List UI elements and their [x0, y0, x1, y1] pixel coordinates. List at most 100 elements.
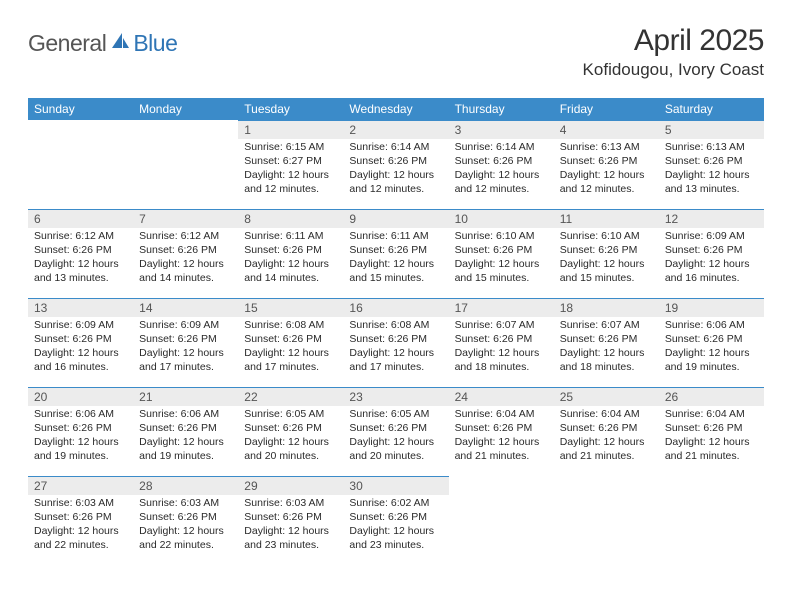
- day-body: Sunrise: 6:05 AMSunset: 6:26 PMDaylight:…: [343, 406, 448, 467]
- title-block: April 2025 Kofidougou, Ivory Coast: [583, 24, 764, 80]
- calendar-day-cell: 19Sunrise: 6:06 AMSunset: 6:26 PMDayligh…: [659, 298, 764, 387]
- calendar-day-cell: 13 Sunrise: 6:09 AM Sunset: 6:26 PM Dayligh…: [28, 298, 133, 387]
- calendar-day-cell: 21Sunrise: 6:06 AMSunset: 6:26 PMDayligh…: [133, 387, 238, 476]
- daylight-line: Daylight: 12 hours and 17 minutes.: [139, 347, 224, 373]
- sunrise-line: Sunrise: 6:06 AM: [665, 319, 745, 331]
- sunrise-line: Sunrise: 6:04 AM: [455, 408, 535, 420]
- day-body: Sunrise: 6:12 AMSunset: 6:26 PMDaylight:…: [28, 228, 133, 289]
- calendar-day-cell: 29Sunrise: 6:03 AMSunset: 6:26 PMDayligh…: [238, 476, 343, 565]
- day-number: 29: [238, 476, 343, 495]
- sunset-line: Sunset: 6:26 PM: [34, 333, 112, 345]
- daylight-line: Daylight: 12 hours and 18 minutes.: [455, 347, 540, 373]
- sunset-line: Sunset: 6:26 PM: [455, 422, 533, 434]
- sunset-line: Sunset: 6:26 PM: [560, 422, 638, 434]
- day-body: Sunrise: 6:03 AMSunset: 6:26 PMDaylight:…: [133, 495, 238, 556]
- daylight-line: Daylight: 12 hours and 15 minutes.: [455, 258, 540, 284]
- day-body: Sunrise: 6:09 AMSunset: 6:26 PMDaylight:…: [133, 317, 238, 378]
- calendar-day-cell: 25Sunrise: 6:04 AMSunset: 6:26 PMDayligh…: [554, 387, 659, 476]
- sunset-line: Sunset: 6:26 PM: [349, 422, 427, 434]
- day-body: Sunrise: 6:10 AMSunset: 6:26 PMDaylight:…: [449, 228, 554, 289]
- day-body: Sunrise: 6:05 AMSunset: 6:26 PMDaylight:…: [238, 406, 343, 467]
- weekday-header: Tuesday: [238, 98, 343, 120]
- month-title: April 2025: [583, 24, 764, 58]
- day-number: 19: [659, 298, 764, 317]
- day-body: Sunrise: 6:08 AMSunset: 6:26 PMDaylight:…: [343, 317, 448, 378]
- day-number: 9: [343, 209, 448, 228]
- logo: General Blue: [28, 24, 177, 57]
- day-number: 23: [343, 387, 448, 406]
- sunrise-line: Sunrise: 6:11 AM: [349, 230, 428, 242]
- sunrise-line: Sunrise: 6:03 AM: [34, 497, 114, 509]
- daylight-line: Daylight: 12 hours and 20 minutes.: [349, 436, 434, 462]
- sunrise-line: Sunrise: 6:10 AM: [560, 230, 640, 242]
- sunrise-line: Sunrise: 6:15 AM: [244, 141, 324, 153]
- sunset-line: Sunset: 6:26 PM: [665, 244, 743, 256]
- calendar-day-cell: 6Sunrise: 6:12 AMSunset: 6:26 PMDaylight…: [28, 209, 133, 298]
- weekday-header-row: SundayMondayTuesdayWednesdayThursdayFrid…: [28, 98, 764, 120]
- daylight-line: Daylight: 12 hours and 16 minutes.: [665, 258, 750, 284]
- day-body: Sunrise: 6:09 AMSunset: 6:26 PMDaylight:…: [659, 228, 764, 289]
- day-body: Sunrise: 6:12 AMSunset: 6:26 PMDaylight:…: [133, 228, 238, 289]
- daylight-line: Daylight: 12 hours and 16 minutes.: [34, 347, 119, 373]
- calendar-day-cell: 17Sunrise: 6:07 AMSunset: 6:26 PMDayligh…: [449, 298, 554, 387]
- sunrise-line: Sunrise: 6:14 AM: [455, 141, 535, 153]
- daylight-line: Daylight: 12 hours and 22 minutes.: [139, 525, 224, 551]
- day-number: 4: [554, 120, 659, 139]
- sunrise-line: Sunrise: 6:09 AM: [34, 319, 114, 331]
- day-body: Sunrise: 6:09 AM Sunset: 6:26 PM Daylight:…: [28, 317, 133, 378]
- calendar-day-cell: 2Sunrise: 6:14 AMSunset: 6:26 PMDaylight…: [343, 120, 448, 209]
- sunset-line: Sunset: 6:26 PM: [139, 511, 217, 523]
- calendar-day-cell: 16Sunrise: 6:08 AMSunset: 6:26 PMDayligh…: [343, 298, 448, 387]
- weekday-header: Thursday: [449, 98, 554, 120]
- logo-text-general: General: [28, 30, 106, 57]
- calendar-day-cell: 3Sunrise: 6:14 AMSunset: 6:26 PMDaylight…: [449, 120, 554, 209]
- calendar-day-cell: 27Sunrise: 6:03 AMSunset: 6:26 PMDayligh…: [28, 476, 133, 565]
- weekday-header: Friday: [554, 98, 659, 120]
- day-number: 13: [28, 298, 133, 317]
- sunset-line: Sunset: 6:26 PM: [34, 244, 112, 256]
- sunrise-line: Sunrise: 6:08 AM: [349, 319, 429, 331]
- calendar-week-row: 20Sunrise: 6:06 AMSunset: 6:26 PMDayligh…: [28, 387, 764, 476]
- day-body: Sunrise: 6:06 AMSunset: 6:26 PMDaylight:…: [659, 317, 764, 378]
- sunset-line: Sunset: 6:26 PM: [349, 155, 427, 167]
- sunset-line: Sunset: 6:26 PM: [244, 422, 322, 434]
- sunset-line: Sunset: 6:26 PM: [139, 422, 217, 434]
- calendar-day-cell: 24Sunrise: 6:04 AMSunset: 6:26 PMDayligh…: [449, 387, 554, 476]
- calendar-body: 1Sunrise: 6:15 AMSunset: 6:27 PMDaylight…: [28, 120, 764, 565]
- calendar-day-cell: [449, 476, 554, 565]
- daylight-line: Daylight: 12 hours and 15 minutes.: [560, 258, 645, 284]
- sunset-line: Sunset: 6:26 PM: [34, 422, 112, 434]
- calendar-day-cell: [659, 476, 764, 565]
- daylight-line: Daylight: 12 hours and 21 minutes.: [665, 436, 750, 462]
- sunrise-line: Sunrise: 6:05 AM: [244, 408, 324, 420]
- sunrise-line: Sunrise: 6:03 AM: [244, 497, 324, 509]
- day-number: 1: [238, 120, 343, 139]
- daylight-line: Daylight: 12 hours and 23 minutes.: [349, 525, 434, 551]
- day-number: 30: [343, 476, 448, 495]
- sunset-line: Sunset: 6:26 PM: [349, 333, 427, 345]
- calendar-day-cell: [28, 120, 133, 209]
- daylight-line: Daylight: 12 hours and 19 minutes.: [665, 347, 750, 373]
- sunset-line: Sunset: 6:26 PM: [455, 244, 533, 256]
- day-body: Sunrise: 6:11 AMSunset: 6:26 PMDaylight:…: [238, 228, 343, 289]
- day-body: Sunrise: 6:07 AMSunset: 6:26 PMDaylight:…: [554, 317, 659, 378]
- sunrise-line: Sunrise: 6:13 AM: [665, 141, 745, 153]
- daylight-line: Daylight: 12 hours and 12 minutes.: [455, 169, 540, 195]
- day-body: Sunrise: 6:14 AMSunset: 6:26 PMDaylight:…: [449, 139, 554, 200]
- day-body: Sunrise: 6:14 AMSunset: 6:26 PMDaylight:…: [343, 139, 448, 200]
- calendar-week-row: 27Sunrise: 6:03 AMSunset: 6:26 PMDayligh…: [28, 476, 764, 565]
- logo-sail-icon: [110, 31, 130, 56]
- sunrise-line: Sunrise: 6:08 AM: [244, 319, 324, 331]
- day-number: 2: [343, 120, 448, 139]
- sunset-line: Sunset: 6:26 PM: [665, 155, 743, 167]
- day-number: 12: [659, 209, 764, 228]
- sunrise-line: Sunrise: 6:06 AM: [139, 408, 219, 420]
- daylight-line: Daylight: 12 hours and 18 minutes.: [560, 347, 645, 373]
- daylight-line: Daylight: 12 hours and 21 minutes.: [560, 436, 645, 462]
- calendar-day-cell: [554, 476, 659, 565]
- sunrise-line: Sunrise: 6:12 AM: [34, 230, 114, 242]
- sunset-line: Sunset: 6:26 PM: [560, 244, 638, 256]
- calendar-day-cell: 23Sunrise: 6:05 AMSunset: 6:26 PMDayligh…: [343, 387, 448, 476]
- day-body: Sunrise: 6:13 AMSunset: 6:26 PMDaylight:…: [554, 139, 659, 200]
- day-body: Sunrise: 6:04 AMSunset: 6:26 PMDaylight:…: [554, 406, 659, 467]
